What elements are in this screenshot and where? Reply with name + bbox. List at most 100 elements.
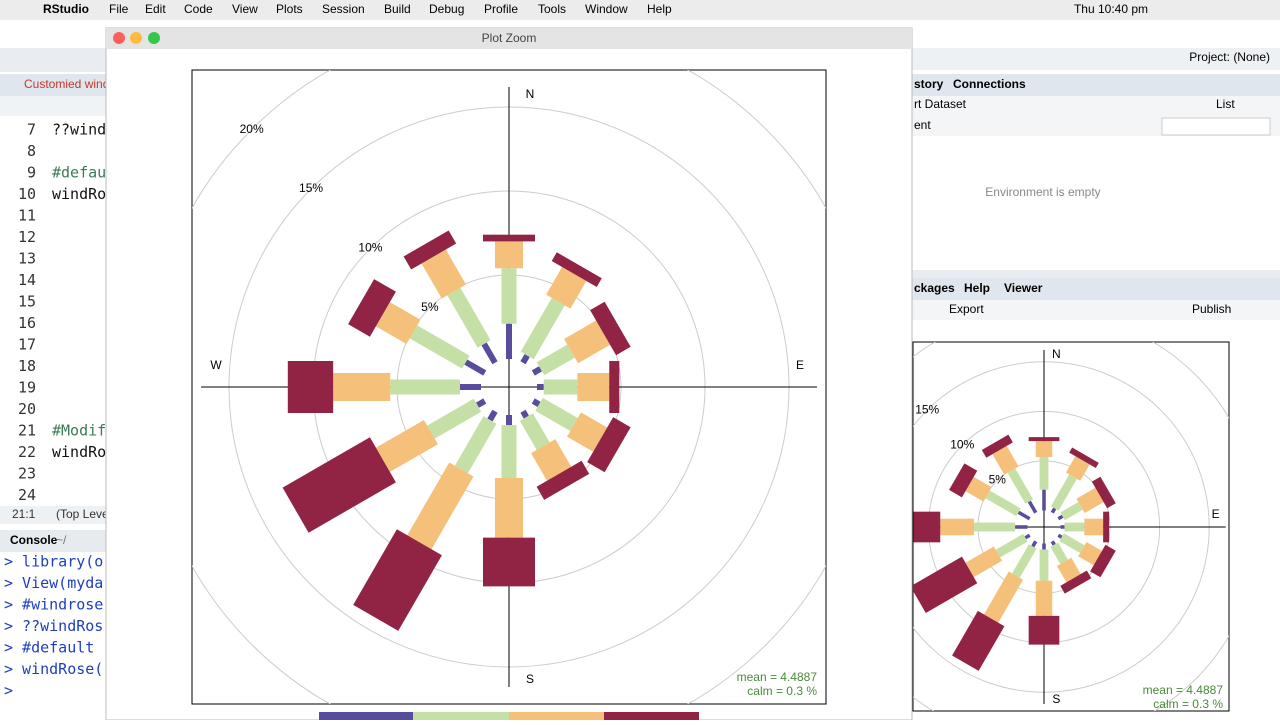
rose-segment [483,537,535,587]
zoom-button[interactable] [148,32,160,44]
import-dataset[interactable]: rt Dataset [914,97,967,111]
direction [913,533,1031,613]
menu[interactable]: File [109,2,129,16]
project[interactable]: Project: (None) [1189,50,1270,64]
rose-segment [487,409,498,422]
rose-segment [1027,500,1038,514]
editor-tab[interactable]: Customied windr [24,77,113,91]
code-line: ??wind [52,121,106,139]
console-path: ~/ [56,533,67,547]
rose-segment [992,445,1019,475]
ring-label: 5% [989,472,1007,486]
console-line: > library(o [4,553,103,571]
env-menu[interactable]: ent [914,118,931,132]
menu[interactable]: Plots [276,2,303,16]
direction [531,301,631,376]
rose-segment [348,279,396,337]
ring-label: 15% [299,181,323,195]
search-box[interactable] [1161,117,1271,136]
menu[interactable]: Build [384,2,411,16]
code-line: windRo [52,443,106,461]
rose-segment [536,344,575,376]
editor-tabs [0,74,106,96]
ring-label: 15% [915,402,939,416]
rose-segment [1050,474,1077,511]
rose-segment [577,373,610,401]
rose-segment [1103,511,1110,543]
line-number: 13 [18,250,36,268]
line-number: 12 [18,228,36,246]
splitter [912,270,1280,278]
rose-segment [940,518,974,536]
direction [287,361,481,413]
rose-segment [1035,580,1053,616]
menu[interactable]: Debug [429,2,464,16]
rose-segment [520,297,565,360]
console-line: > #default [4,639,94,657]
direction [537,361,620,413]
publish[interactable]: Publish [1192,302,1231,316]
direction [531,397,631,473]
direction [348,279,487,376]
rose-segment [375,302,421,344]
line-number: 15 [18,293,36,311]
direction [913,511,1028,543]
rose-segment [409,325,470,369]
menu[interactable]: Tools [538,2,566,16]
editor-toolbar [0,96,106,116]
menu[interactable]: Help [647,2,672,16]
direction [1028,437,1060,511]
rose-segment [282,437,396,533]
rose-segment [1090,544,1116,578]
rose-segment [1057,557,1081,583]
code-line: windRo [52,185,106,203]
compass-label: N [526,87,535,101]
rose-segment [1060,525,1065,529]
mean-label: mean = 4.4887 [737,670,818,684]
window-titlebar [106,28,912,49]
rose-segment [949,463,978,498]
close-button[interactable] [113,32,125,44]
scope[interactable]: (Top Level) [56,507,115,521]
view-mode[interactable]: List [1216,97,1235,111]
files-tab[interactable]: ckages [914,281,955,295]
menu[interactable]: Edit [145,2,166,16]
menubar [0,0,1280,20]
menu[interactable]: Code [184,2,213,16]
line-number: 21 [18,422,36,440]
files-tab[interactable]: Help [964,281,990,295]
menu[interactable]: Window [585,2,628,16]
console-line: > ??windRos [4,617,103,635]
rose-segment [1035,441,1053,457]
menu[interactable]: Session [322,2,365,16]
mini-rose: 5%10%15%20%NES [913,342,1229,711]
legend-swatch [413,712,509,720]
rose-segment [983,571,1024,623]
direction [403,230,498,365]
files-tab[interactable]: Viewer [1004,281,1043,295]
app-menu[interactable]: RStudio [43,2,89,16]
menu[interactable]: View [232,2,258,16]
menu[interactable]: Profile [484,2,518,16]
compass-label: S [526,672,534,686]
rose-segment [1039,456,1049,490]
minimize-button[interactable] [130,32,142,44]
direction [949,463,1031,521]
rose-segment [546,267,587,309]
line-number: 8 [27,142,36,160]
rose-segment [353,529,442,631]
env-tab[interactable]: story [914,77,944,91]
rose-segment [481,342,498,365]
console-title[interactable]: Console [10,533,58,547]
rose-segment [506,323,512,359]
rose-segment [1084,518,1104,536]
rose-segment [460,384,481,390]
rose-segment [1057,533,1063,539]
direction [1050,540,1092,594]
rose: 5% 10% 15% 20% N E S W [192,70,826,704]
export[interactable]: Export [949,302,984,316]
env-tab[interactable]: Connections [953,77,1026,91]
rose-segment [390,379,460,395]
rose-segment [403,230,457,270]
